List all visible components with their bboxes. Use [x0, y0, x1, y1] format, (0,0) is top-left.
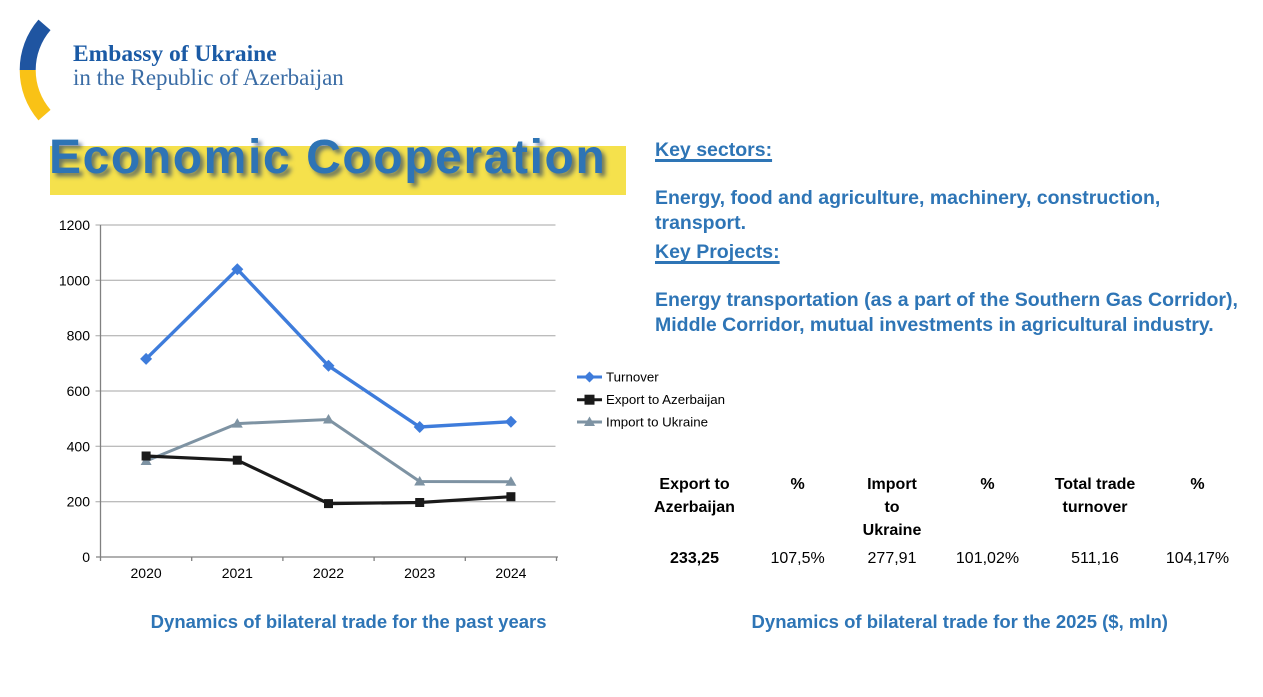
- svg-text:2022: 2022: [313, 565, 344, 581]
- svg-text:800: 800: [67, 328, 91, 344]
- svg-text:200: 200: [67, 494, 91, 510]
- svg-text:2021: 2021: [222, 565, 253, 581]
- svg-text:1200: 1200: [59, 217, 90, 233]
- svg-text:600: 600: [67, 383, 91, 399]
- svg-text:Export to Azerbaijan: Export to Azerbaijan: [606, 392, 725, 407]
- svg-text:2020: 2020: [131, 565, 162, 581]
- svg-text:2024: 2024: [495, 565, 526, 581]
- svg-text:Import to Ukraine: Import to Ukraine: [606, 415, 708, 430]
- svg-text:400: 400: [67, 438, 91, 454]
- svg-text:1000: 1000: [59, 272, 90, 288]
- svg-text:0: 0: [82, 549, 90, 565]
- svg-text:2023: 2023: [404, 565, 435, 581]
- svg-text:Turnover: Turnover: [606, 370, 659, 385]
